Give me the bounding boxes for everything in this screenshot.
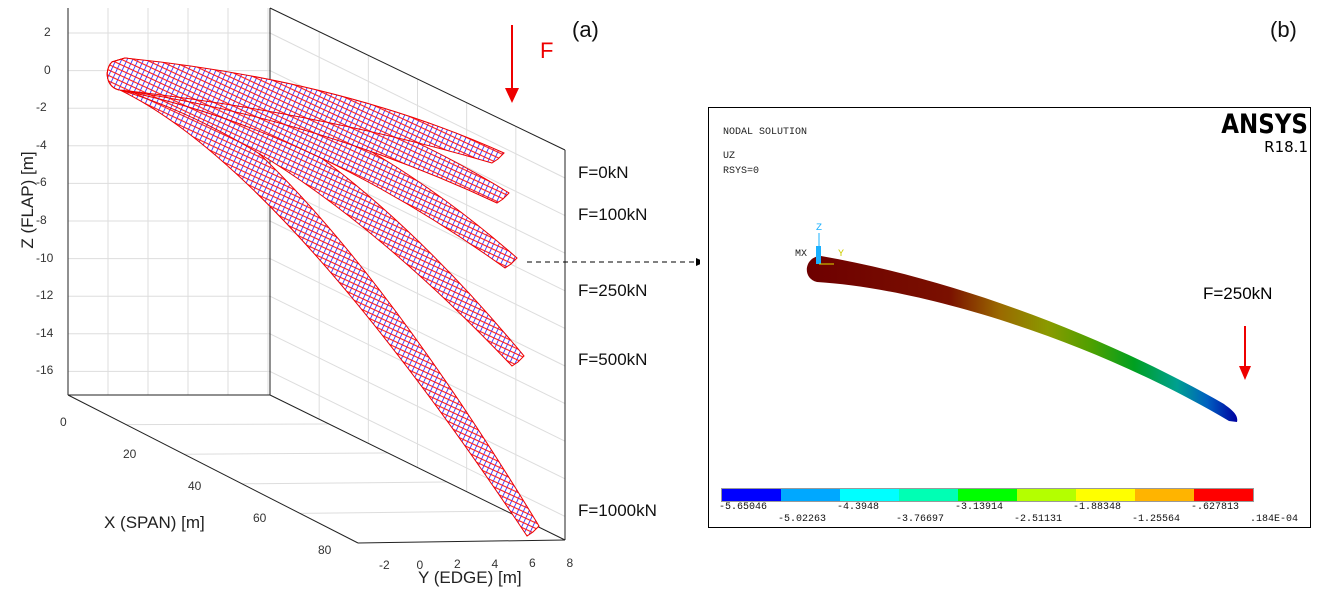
z-tick-label: -14: [36, 325, 54, 340]
colorbar-segment: [1017, 489, 1076, 501]
z-tick-label: -8: [36, 213, 47, 227]
load-label: F=500kN: [578, 350, 648, 369]
load-label: F=100kN: [578, 205, 648, 224]
y-axis-label: Y (EDGE) [m]: [418, 568, 522, 587]
z-tick-label: -10: [36, 250, 54, 265]
x-tick-label: 20: [123, 447, 137, 461]
force-arrow: [1239, 326, 1251, 380]
x-tick-label: 60: [253, 511, 267, 525]
z-tick-label: -2: [36, 100, 47, 115]
colorbar-label: -3.76697: [896, 514, 945, 525]
colorbar-label: .184E-04: [1250, 514, 1299, 525]
force-label: F: [540, 38, 554, 63]
colorbar-segment: [899, 489, 958, 501]
z-tick-label: -16: [36, 363, 54, 378]
panel-label-b: (b): [1270, 17, 1297, 42]
x-tick-label: 40: [188, 479, 202, 493]
coordinate-triad: [816, 233, 834, 265]
ansys-load-label: F=250kN: [1203, 284, 1273, 303]
colorbar-label: -1.88348: [1073, 502, 1122, 513]
colorbar-segment: [840, 489, 899, 501]
colorbar-label: -.627813: [1191, 502, 1240, 513]
z-tick-label: -4: [36, 137, 47, 152]
z-tick-label: 0: [44, 62, 51, 77]
result-quantity: UZ: [723, 151, 736, 162]
ansys-version: R18.1: [1264, 138, 1308, 156]
ansys-viewport: NODAL SOLUTION UZ RSYS=0 ANSYS R18.1 Z M…: [708, 107, 1311, 528]
result-title: NODAL SOLUTION: [723, 127, 808, 138]
colorbar-label: -5.02263: [778, 514, 827, 525]
panel-label-a: (a): [572, 17, 599, 42]
triad-y-label: Y: [838, 249, 845, 260]
x-axis-label: X (SPAN) [m]: [104, 513, 205, 532]
result-rsys: RSYS=0: [723, 166, 760, 177]
colorbar-label: -2.51131: [1014, 514, 1063, 525]
colorbar-segment: [1076, 489, 1135, 501]
load-label: F=0kN: [578, 163, 629, 182]
z-tick-label: 2: [44, 25, 51, 39]
x-tick-label: 80: [318, 543, 332, 557]
y-tick-label: 2: [454, 557, 461, 571]
triad-mx-label: MX: [795, 249, 808, 260]
y-tick-label: 4: [491, 556, 499, 571]
triad-z-label: Z: [816, 223, 823, 234]
colorbar-segment: [1194, 489, 1253, 501]
colorbar-label: -4.3948: [837, 502, 880, 513]
z-tick-label: -12: [36, 288, 54, 303]
colorbar-segment: [722, 489, 781, 501]
colorbar-label: -3.13914: [955, 502, 1004, 513]
colorbar-label: -1.25564: [1132, 514, 1181, 525]
blade-contour: [806, 233, 1251, 422]
z-tick-label: -6: [36, 175, 47, 190]
load-label: F=1000kN: [578, 501, 657, 520]
y-tick-label: 0: [416, 557, 424, 572]
y-tick-label: -2: [379, 558, 390, 572]
colorbar-segment: [781, 489, 840, 501]
z-axis-label: Z (FLAP) [m]: [18, 151, 37, 249]
ansys-logo: ANSYS: [1221, 109, 1308, 140]
colorbar-label: -5.65046: [719, 502, 768, 513]
y-tick-label: 8: [566, 555, 574, 570]
x-tick-label: 0: [60, 415, 67, 429]
colorbar-segment: [958, 489, 1017, 501]
plot-3d: [67, 7, 700, 544]
colorbar-segment: [1135, 489, 1194, 501]
blade-mesh-0kN: [106, 57, 505, 164]
y-tick-label: 6: [529, 556, 536, 570]
load-label: F=250kN: [578, 281, 648, 300]
force-arrow: [505, 25, 519, 103]
colorbar: [721, 488, 1254, 502]
